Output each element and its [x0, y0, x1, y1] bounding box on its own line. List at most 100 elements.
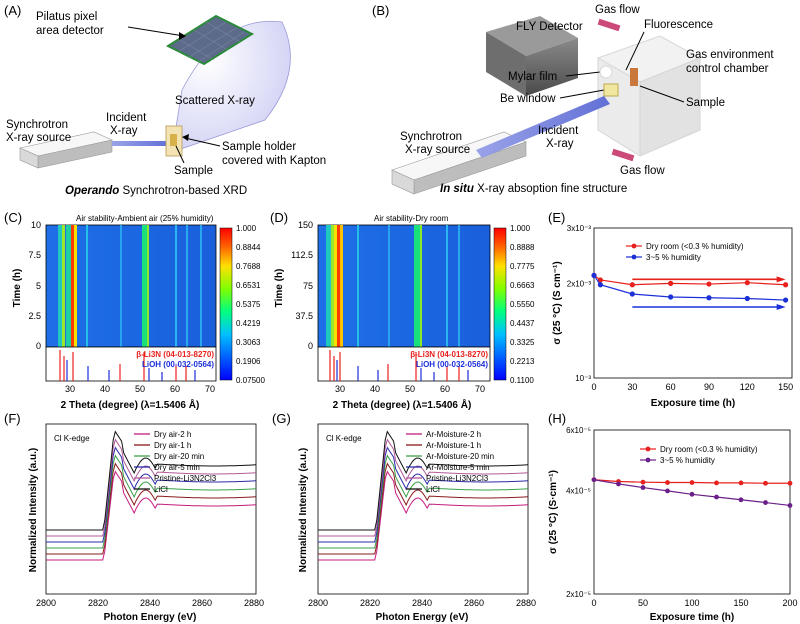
- e-xticks: 0 30 60 90 120 150: [591, 382, 793, 392]
- h-xtick: 100: [684, 598, 699, 608]
- h-data-point: [763, 480, 768, 486]
- h-ylabel: σ (25 °C) (S·cm⁻¹): [548, 470, 559, 554]
- d-ytick: 112.5: [291, 250, 313, 260]
- c-ytick: 7.5: [28, 250, 41, 260]
- f-legend-label: Dry air-2 h: [154, 430, 191, 439]
- c-xlabel: 2 Theta (degree) (λ=1.5406 Å): [61, 398, 200, 411]
- source-a-line2: X-ray source: [6, 132, 71, 144]
- g-plot-frame: [317, 423, 529, 595]
- panel-h-letter: (H): [548, 411, 566, 426]
- c-xtick: 60: [170, 384, 180, 394]
- h-data-point: [787, 503, 793, 508]
- f-plot-frame: [45, 423, 257, 595]
- d-cbar-tick: 1.000: [510, 224, 531, 233]
- g-xtick: 2820: [360, 598, 380, 608]
- f-curves: [46, 430, 257, 561]
- sample-a-label: Sample: [174, 165, 213, 177]
- panel-c-xticks: 30 40 50 60 70: [65, 384, 215, 394]
- d-ytick: 150: [298, 220, 313, 230]
- caption-b: In situ X-ray absoption fine structure: [440, 183, 627, 195]
- d-ref-area: [317, 346, 491, 382]
- c-ref1: β-Li3N (04-013-8270): [136, 350, 214, 359]
- g-legend-label: LiCl: [426, 485, 440, 494]
- g-xtick: 2800: [308, 598, 328, 608]
- h-data-point: [640, 479, 646, 485]
- f-xlabel: Photon Energy (eV): [104, 612, 197, 623]
- f-legend-label: Dry air-5 min: [154, 463, 200, 472]
- incident-beam-b: [476, 96, 610, 158]
- e-data-point: [629, 282, 635, 288]
- gas-outlet-tube: [611, 148, 635, 162]
- e-plot-frame: [593, 227, 793, 379]
- d-ytick: 75: [303, 281, 313, 291]
- e-legend-label: Dry room (<0.3 % humidity): [646, 242, 744, 251]
- e-data-point: [783, 282, 789, 288]
- gas-inlet-tube: [597, 18, 621, 32]
- panel-e-letter: (E): [548, 210, 565, 225]
- g-legend-label: Pristine-Li3N2Cl3: [426, 474, 489, 483]
- h-legend-marker: [645, 446, 651, 452]
- h-data-point: [738, 480, 744, 486]
- d-cbar-tick: 0.4437: [510, 319, 535, 328]
- g-curves-curve: [318, 462, 529, 555]
- d-ref1: β-Li3N (04-013-8270): [410, 350, 488, 359]
- f-legend-label: Dry air-20 min: [154, 452, 204, 461]
- f-legend: Dry air-2 h Dry air-1 h Dry air-20 min Dry …: [134, 430, 217, 494]
- f-xtick: 2800: [36, 598, 56, 608]
- scattered-label: Scattered X-ray: [175, 95, 255, 107]
- holder-pointer: [184, 137, 221, 147]
- e-data-point: [597, 282, 603, 288]
- d-xtick: 50: [405, 384, 415, 394]
- f-legend-label: Dry air-1 h: [154, 441, 191, 450]
- e-xtick: 30: [627, 382, 637, 392]
- d-cbar-tick: 0.6663: [510, 281, 535, 290]
- panel-g: (G) Cl K-edge Ar-Moisture-2 hAr-Moisture…: [272, 411, 536, 623]
- d-ylabel: Time (h): [274, 269, 285, 308]
- f-curves-curve: [46, 446, 257, 543]
- d-cbar-tick: 0.2213: [510, 357, 535, 366]
- gas-flow-bottom: Gas flow: [620, 165, 665, 177]
- e-data-point: [668, 294, 674, 300]
- h-xtick: 50: [638, 598, 648, 608]
- panel-d-title: Air stability-Dry room: [374, 214, 449, 223]
- h-data-point: [689, 491, 695, 497]
- panel-a: (A) Pilatus pixel area detector Scattere…: [4, 3, 326, 197]
- detector-pointer-head: [179, 32, 186, 40]
- panel-f-letter: (F): [4, 411, 21, 426]
- g-xtick: 2840: [412, 598, 432, 608]
- h-data-point: [616, 481, 621, 487]
- c-xtick: 30: [65, 384, 75, 394]
- c-cbar-tick: 0.7688: [236, 262, 261, 271]
- h-plot-frame: [593, 429, 791, 595]
- h-data-point: [714, 480, 719, 486]
- c-colorbar-ticks: 1.000 0.8844 0.7688 0.6531 0.5375 0.4219…: [236, 224, 265, 385]
- d-xtick: 60: [440, 384, 450, 394]
- d-cbar-tick: 0.8888: [510, 243, 535, 252]
- e-data-point: [706, 295, 712, 301]
- h-ytick: 2x10⁻⁵: [566, 590, 591, 599]
- h-series: [591, 477, 793, 508]
- panel-c-letter: (C): [4, 210, 22, 225]
- h-ytick: 6x10⁻⁵: [566, 426, 591, 435]
- f-edge: Cl K-edge: [54, 434, 90, 443]
- h-legend: Dry room (<0.3 % humidity) 3~5 % humidity: [640, 445, 758, 465]
- be-window-label: Be window: [500, 93, 556, 105]
- g-legend-label: Ar-Moisture-1 h: [426, 441, 481, 450]
- pilatus-detector: [165, 14, 255, 66]
- fly-label: FLY Detector: [516, 21, 583, 33]
- c-ref2: LiOH (00-032-0564): [142, 360, 214, 369]
- c-ytick: 5: [36, 281, 41, 291]
- e-trend-arrow-head: [776, 276, 786, 283]
- incident-a-line1: Incident: [106, 112, 147, 124]
- h-xtick: 0: [591, 598, 596, 608]
- fluorescence-label: Fluorescence: [644, 19, 713, 31]
- panel-d-letter: (D): [270, 210, 288, 225]
- source-b-line1: Synchrotron: [400, 131, 462, 143]
- c-ref-area: [45, 346, 217, 382]
- d-cbar-tick: 0.7775: [510, 262, 535, 271]
- f-legend-label: Pristine-Li3N2Cl3: [154, 474, 217, 483]
- e-ytick: 3x10⁻³: [567, 224, 592, 233]
- d-ytick: 37.5: [295, 311, 313, 321]
- be-window: [603, 83, 619, 97]
